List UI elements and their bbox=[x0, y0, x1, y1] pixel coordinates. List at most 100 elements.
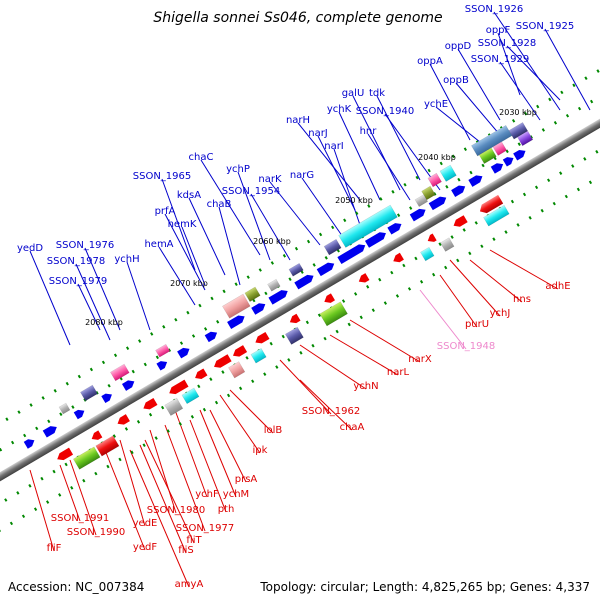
forward-gene-block[interactable] bbox=[427, 172, 442, 188]
gene-label-reverse[interactable]: fliS bbox=[178, 545, 193, 556]
forward-gene-block[interactable] bbox=[58, 402, 71, 415]
gene-label-forward[interactable]: narJ bbox=[308, 128, 328, 139]
reverse-gene-block[interactable] bbox=[95, 435, 120, 457]
gene-label-forward[interactable]: ychK bbox=[327, 104, 352, 115]
gene-label-reverse[interactable]: narX bbox=[408, 354, 432, 365]
reverse-gene-arrow[interactable] bbox=[322, 293, 335, 305]
reverse-gene-arrow[interactable] bbox=[167, 379, 189, 397]
gene-label-reverse[interactable]: fliF bbox=[47, 543, 62, 554]
gene-label-reverse[interactable]: amyA bbox=[175, 579, 204, 590]
reverse-gene-arrow[interactable] bbox=[426, 233, 437, 245]
forward-gene-arrow[interactable] bbox=[513, 147, 527, 161]
gene-label-reverse[interactable]: ychN bbox=[353, 381, 378, 392]
reverse-gene-arrow[interactable] bbox=[477, 194, 504, 216]
forward-gene-arrow[interactable] bbox=[490, 161, 505, 174]
gene-label-forward[interactable]: galU bbox=[342, 88, 365, 99]
forward-gene-arrow[interactable] bbox=[251, 301, 267, 315]
forward-gene-arrow[interactable] bbox=[468, 173, 484, 187]
forward-gene-arrow[interactable] bbox=[387, 221, 403, 235]
forward-gene-arrow[interactable] bbox=[23, 437, 37, 449]
gene-label-forward[interactable]: hemK bbox=[168, 219, 197, 230]
gene-label-forward[interactable]: oppF bbox=[486, 25, 511, 36]
gene-label-reverse[interactable]: yedF bbox=[133, 542, 157, 553]
gene-label-reverse[interactable]: ychJ bbox=[490, 308, 511, 319]
gene-label-forward[interactable]: narI bbox=[324, 141, 344, 152]
gene-label-forward[interactable]: SSON_1929 bbox=[471, 54, 530, 65]
forward-gene-block[interactable] bbox=[155, 343, 171, 358]
gene-label-reverse[interactable]: pth bbox=[218, 504, 235, 515]
gene-label-forward[interactable]: hnr bbox=[360, 126, 378, 137]
gene-label-reverse[interactable]: hns bbox=[513, 294, 531, 305]
reverse-gene-arrow[interactable] bbox=[141, 397, 158, 412]
forward-gene-block[interactable] bbox=[110, 363, 130, 382]
gene-label-forward[interactable]: ychH bbox=[114, 254, 139, 265]
gene-label-forward[interactable]: SSON_1925 bbox=[516, 21, 575, 32]
forward-gene-block[interactable] bbox=[288, 262, 304, 277]
reverse-gene-arrow[interactable] bbox=[90, 430, 103, 442]
gene-label-forward[interactable]: ychE bbox=[424, 99, 448, 110]
gene-label-reverse[interactable]: SSON_1990 bbox=[67, 527, 126, 538]
forward-gene-block[interactable] bbox=[80, 384, 98, 402]
forward-gene-block[interactable] bbox=[517, 130, 534, 147]
gene-label-reverse[interactable]: ychF bbox=[195, 489, 219, 500]
gene-label-reverse[interactable]: lolB bbox=[264, 425, 283, 436]
forward-gene-arrow[interactable] bbox=[364, 230, 388, 248]
gene-label-forward[interactable]: narH bbox=[286, 115, 310, 126]
forward-gene-arrow[interactable] bbox=[268, 288, 289, 305]
forward-gene-arrow[interactable] bbox=[121, 378, 136, 391]
gene-label-forward[interactable]: yedD bbox=[17, 243, 43, 254]
forward-gene-block[interactable] bbox=[244, 286, 261, 302]
forward-gene-arrow[interactable] bbox=[156, 359, 169, 371]
forward-gene-block[interactable] bbox=[478, 147, 497, 164]
forward-gene-block[interactable] bbox=[414, 194, 429, 207]
forward-gene-arrow[interactable] bbox=[42, 424, 59, 438]
reverse-gene-arrow[interactable] bbox=[212, 354, 232, 370]
reverse-gene-arrow[interactable] bbox=[231, 345, 248, 359]
gene-label-forward[interactable]: SSON_1928 bbox=[478, 38, 537, 49]
forward-gene-arrow[interactable] bbox=[428, 194, 449, 211]
gene-label-forward[interactable]: SSON_1940 bbox=[356, 106, 415, 117]
gene-label-forward[interactable]: kdsA bbox=[177, 190, 201, 201]
gene-label-reverse[interactable]: prsA bbox=[235, 474, 258, 485]
gene-label-forward[interactable]: SSON_1976 bbox=[56, 240, 115, 251]
reverse-gene-arrow[interactable] bbox=[55, 447, 74, 463]
gene-label-forward[interactable]: hemA bbox=[144, 239, 173, 250]
gene-label-forward[interactable]: prfA bbox=[155, 206, 176, 217]
gene-label-forward[interactable]: oppA bbox=[417, 56, 443, 67]
gene-label-reverse[interactable]: SSON_1977 bbox=[176, 523, 235, 534]
gene-label-forward[interactable]: SSON_1926 bbox=[465, 4, 524, 15]
forward-gene-block[interactable] bbox=[267, 278, 281, 292]
forward-gene-arrow[interactable] bbox=[294, 272, 315, 290]
gene-label-forward[interactable]: oppD bbox=[445, 41, 472, 52]
gene-label-reverse[interactable]: SSON_1980 bbox=[147, 505, 206, 516]
forward-gene-arrow[interactable] bbox=[502, 155, 516, 167]
gene-label-reverse[interactable]: chaA bbox=[340, 422, 365, 433]
gene-label-reverse[interactable]: yedE bbox=[133, 518, 158, 529]
reverse-gene-arrow[interactable] bbox=[253, 331, 270, 346]
forward-gene-arrow[interactable] bbox=[227, 313, 247, 329]
gene-label-forward[interactable]: SSON_1965 bbox=[133, 171, 192, 182]
forward-gene-arrow[interactable] bbox=[101, 391, 114, 404]
reverse-gene-block[interactable] bbox=[228, 361, 246, 379]
gene-label-reverse[interactable]: SSON_1991 bbox=[51, 513, 110, 524]
reverse-gene-block[interactable] bbox=[181, 387, 200, 405]
gene-label-reverse[interactable]: ipk bbox=[253, 445, 268, 456]
gene-label-forward[interactable]: chaB bbox=[207, 199, 232, 210]
forward-gene-arrow[interactable] bbox=[177, 345, 191, 359]
gene-label-reverse[interactable]: SSON_1962 bbox=[302, 406, 361, 417]
gene-label-forward[interactable]: SSON_1978 bbox=[47, 256, 106, 267]
gene-label-forward[interactable]: tdk bbox=[369, 88, 385, 99]
gene-label-highlight[interactable]: SSON_1948 bbox=[437, 341, 496, 352]
reverse-gene-block[interactable] bbox=[73, 446, 101, 470]
gene-label-forward[interactable]: SSON_1979 bbox=[49, 276, 108, 287]
forward-gene-arrow[interactable] bbox=[316, 260, 337, 277]
forward-gene-block[interactable] bbox=[492, 141, 508, 156]
forward-gene-arrow[interactable] bbox=[204, 329, 219, 343]
forward-gene-arrow[interactable] bbox=[337, 242, 367, 264]
forward-gene-arrow[interactable] bbox=[409, 206, 428, 222]
gene-label-forward[interactable]: chaC bbox=[189, 152, 214, 163]
reverse-gene-block[interactable] bbox=[319, 301, 348, 327]
gene-label-reverse[interactable]: ychM bbox=[223, 489, 249, 500]
gene-label-forward[interactable]: narK bbox=[258, 174, 282, 185]
gene-label-reverse[interactable]: adhE bbox=[545, 281, 570, 292]
